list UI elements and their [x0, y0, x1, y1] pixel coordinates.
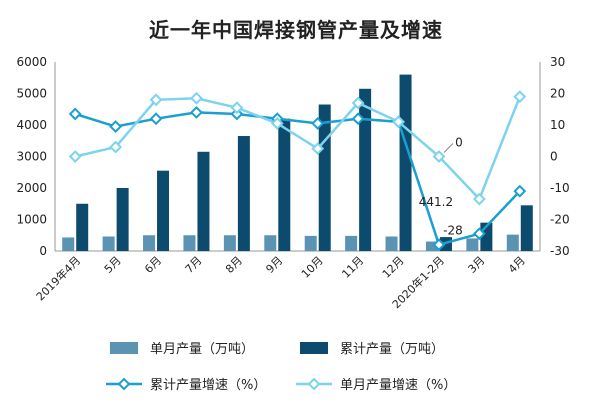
data-point — [392, 115, 405, 129]
y-right-tick-label: 20 — [550, 87, 565, 101]
legend-swatch-marker — [117, 377, 131, 391]
y-left-tick-label: 4000 — [16, 118, 47, 132]
bar — [157, 170, 170, 251]
y-right-tick-label: 10 — [550, 118, 565, 132]
bar — [506, 234, 519, 251]
bar — [304, 235, 317, 251]
bar — [183, 235, 196, 251]
x-tick-label: 6月 — [142, 254, 164, 276]
y-right-tick-label: -20 — [550, 213, 570, 227]
data-point — [109, 120, 123, 133]
x-tick-label: 5月 — [102, 254, 124, 276]
bar — [62, 237, 75, 251]
x-tick-label: 10月 — [299, 254, 326, 281]
y-left-tick-label: 5000 — [16, 87, 47, 101]
y-right-tick-label: 0 — [550, 150, 558, 164]
data-point — [311, 117, 325, 130]
bar — [520, 205, 533, 251]
x-tick-label: 2019年4月 — [33, 253, 83, 303]
x-tick-label: 4月 — [506, 254, 528, 276]
data-point — [109, 140, 123, 154]
bar — [345, 235, 358, 251]
series-line — [74, 111, 521, 247]
legend-label: 单月产量（万吨） — [150, 342, 254, 357]
legend-swatch — [300, 342, 328, 354]
bar — [197, 151, 210, 251]
x-tick-label: 8月 — [223, 254, 245, 276]
y-left-tick-label: 0 — [39, 244, 47, 258]
data-point — [432, 238, 446, 252]
bar — [76, 203, 89, 251]
bar — [425, 241, 438, 251]
bar — [237, 136, 250, 251]
chart-title: 近一年中国焊接钢管产量及增速 — [149, 18, 443, 42]
x-tick-label: 12月 — [380, 254, 407, 281]
data-point — [270, 117, 284, 130]
data-point — [513, 184, 527, 198]
legend-label: 累计产量（万吨） — [340, 342, 444, 357]
x-tick-label: 11月 — [339, 254, 366, 281]
data-point — [472, 192, 486, 206]
y-left-tick-label: 6000 — [16, 55, 47, 69]
data-label: -28 — [443, 224, 463, 238]
data-point — [351, 112, 365, 126]
bar — [278, 118, 291, 251]
data-point — [149, 93, 163, 107]
y-right-tick-label: 30 — [550, 55, 565, 69]
data-label: 441.2 — [419, 195, 453, 209]
bar — [116, 188, 129, 251]
bar — [466, 238, 479, 251]
data-point — [513, 90, 527, 104]
data-point — [190, 105, 203, 119]
y-left-tick-label: 2000 — [16, 181, 47, 195]
bar — [223, 235, 236, 251]
data-label-leader — [443, 143, 454, 153]
x-tick-label: 9月 — [263, 254, 285, 276]
bar — [385, 236, 398, 251]
legend-swatch-marker — [307, 377, 321, 391]
y-left-tick-label: 3000 — [16, 150, 47, 164]
bar — [318, 104, 331, 252]
y-left-tick-label: 1000 — [16, 213, 47, 227]
bar — [359, 88, 372, 252]
data-point — [432, 150, 446, 163]
legend-label: 累计产量增速（%） — [150, 378, 266, 393]
data-point — [68, 150, 82, 163]
data-point — [351, 96, 365, 110]
legend-label: 单月产量增速（%） — [340, 378, 456, 393]
x-tick-label: 7月 — [183, 254, 205, 276]
data-point — [68, 107, 82, 121]
bar — [399, 74, 412, 251]
data-point — [149, 112, 163, 126]
data-point — [472, 227, 486, 241]
bar — [264, 235, 277, 251]
legend-swatch — [110, 342, 138, 354]
y-right-tick-label: -10 — [550, 181, 570, 195]
data-point — [190, 91, 203, 105]
data-point — [311, 142, 325, 156]
data-label: 0 — [455, 136, 463, 150]
data-point — [230, 101, 244, 115]
bar — [143, 235, 156, 251]
series-line — [74, 96, 521, 202]
x-tick-label: 3月 — [466, 254, 488, 276]
bar — [102, 236, 115, 251]
y-right-tick-label: -30 — [550, 244, 570, 258]
